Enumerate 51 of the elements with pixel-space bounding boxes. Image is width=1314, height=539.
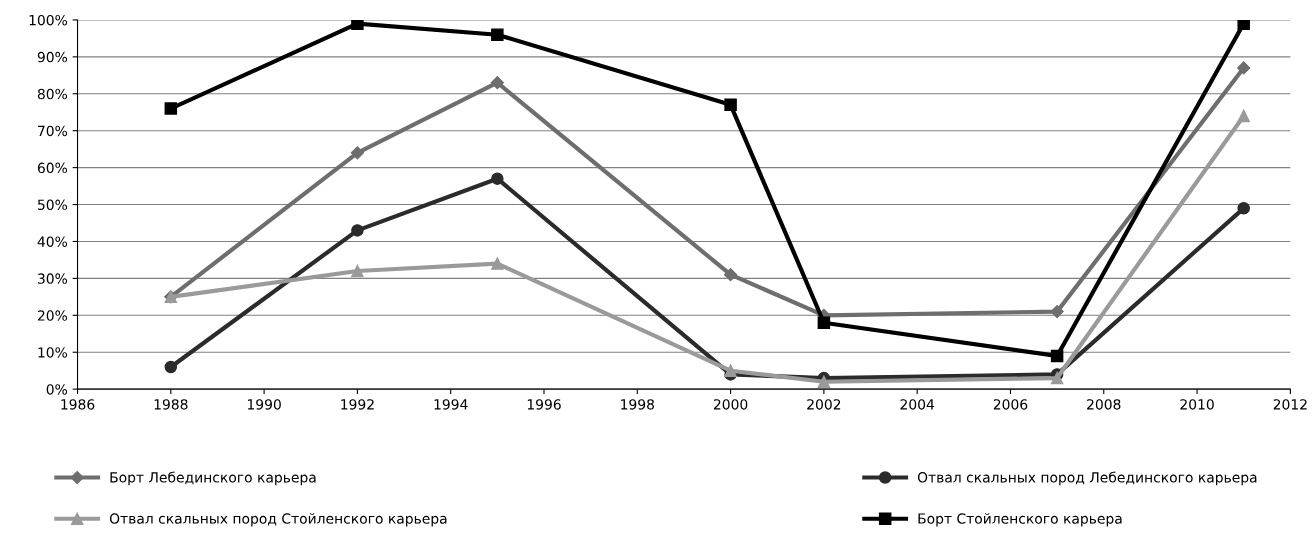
point xyxy=(351,19,364,30)
point xyxy=(490,76,504,90)
point xyxy=(723,268,738,282)
point xyxy=(351,264,364,278)
point xyxy=(164,102,178,115)
legend-label: Борт Стойленского карьера xyxy=(918,513,1122,527)
x-tick-label: 1992 xyxy=(341,399,374,410)
y-tick-label: 0% xyxy=(46,384,68,395)
x-tick-label: 1988 xyxy=(154,399,188,410)
point xyxy=(1050,305,1064,319)
y-tick-label: 70% xyxy=(38,125,68,137)
point xyxy=(1237,61,1251,75)
x-tick-label: 1986 xyxy=(61,399,95,410)
x-tick-label: 2010 xyxy=(1180,399,1214,410)
point xyxy=(350,146,364,160)
point xyxy=(351,224,364,237)
point xyxy=(817,316,831,329)
point xyxy=(164,360,178,374)
x-tick-label: 1996 xyxy=(527,399,561,410)
legend-label: Отвал скальных пород Стойленского карьера xyxy=(109,513,447,527)
y-tick-label: 90% xyxy=(37,51,68,63)
point xyxy=(491,28,504,41)
point xyxy=(1237,19,1250,30)
x-tick-label: 2008 xyxy=(1087,399,1121,410)
y-tick-label: 60% xyxy=(37,162,68,174)
y-tick-label: 50% xyxy=(38,199,68,211)
y-tick-label: 80% xyxy=(37,88,68,100)
x-tick-label: 2002 xyxy=(807,399,841,410)
point xyxy=(491,257,504,270)
y-tick-label: 20% xyxy=(37,310,68,321)
point xyxy=(1237,201,1250,215)
point xyxy=(1050,349,1064,363)
point xyxy=(1237,109,1250,123)
y-tick-label: 10% xyxy=(38,347,68,358)
y-tick-label: 40% xyxy=(37,236,68,247)
x-tick-label: 2006 xyxy=(993,399,1028,410)
point xyxy=(491,172,504,185)
x-tick-label: 1994 xyxy=(434,399,468,410)
point xyxy=(1050,371,1064,385)
point xyxy=(724,98,737,112)
x-tick-label: 1990 xyxy=(247,399,281,410)
x-tick-label: 2012 xyxy=(1273,399,1307,410)
x-tick-label: 2004 xyxy=(900,399,935,410)
point xyxy=(724,364,737,377)
y-tick-label: 30% xyxy=(37,273,68,284)
legend-label: Борт Лебединского карьера xyxy=(110,471,316,486)
x-tick-label: 2000 xyxy=(713,399,748,410)
x-tick-label: 1998 xyxy=(621,399,655,410)
legend-label: Отвал скальных пород Лебединского карьера xyxy=(917,471,1257,486)
y-tick-label: 100% xyxy=(29,14,68,26)
point xyxy=(817,375,831,389)
